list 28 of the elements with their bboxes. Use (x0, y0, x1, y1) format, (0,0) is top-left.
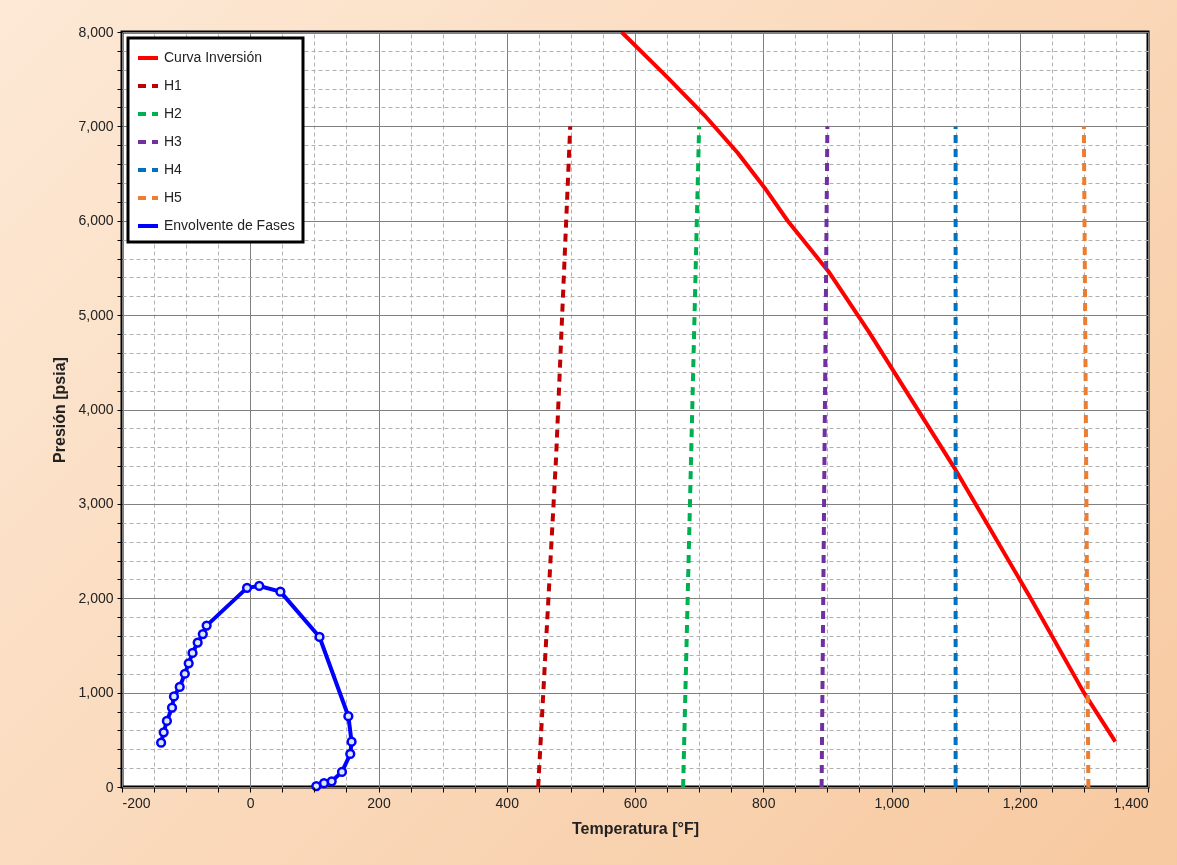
y-tick-label: 5,000 (78, 306, 114, 323)
y-axis-title: Presión [psia] (51, 357, 69, 463)
x-tick-label: -200 (122, 794, 151, 811)
y-tick-label: 7,000 (78, 117, 114, 134)
y-tick-label: 8,000 (78, 23, 114, 40)
y-tick-label: 3,000 (78, 495, 114, 512)
x-tick-label: 400 (495, 794, 520, 811)
legend-label: Envolvente de Fases (164, 217, 295, 233)
legend-label: H1 (164, 77, 183, 93)
legend-label: H3 (164, 133, 183, 149)
x-tick-label: 1,000 (874, 794, 910, 811)
y-tick-label: 6,000 (78, 212, 114, 229)
legend-label: H4 (164, 161, 183, 177)
y-tick-label: 2,000 (78, 589, 114, 606)
y-tick-label: 1,000 (78, 684, 114, 701)
legend-label: H2 (164, 105, 183, 121)
x-tick-label: 800 (752, 794, 776, 811)
y-tick-label: 0 (105, 778, 114, 795)
line-series (619, 32, 1118, 744)
x-tick-label: 0 (246, 794, 255, 811)
x-axis-title: Temperatura [°F] (571, 819, 700, 837)
x-tick-label: 200 (367, 794, 391, 811)
legend-label: Curva Inversión (164, 49, 263, 65)
x-tick-label: 1,200 (1002, 794, 1038, 811)
y-tick-label: 4,000 (78, 401, 114, 417)
x-tick-label: 1,400 (1113, 794, 1149, 811)
legend-label: H5 (164, 189, 183, 205)
x-tick-label: 600 (623, 794, 648, 811)
